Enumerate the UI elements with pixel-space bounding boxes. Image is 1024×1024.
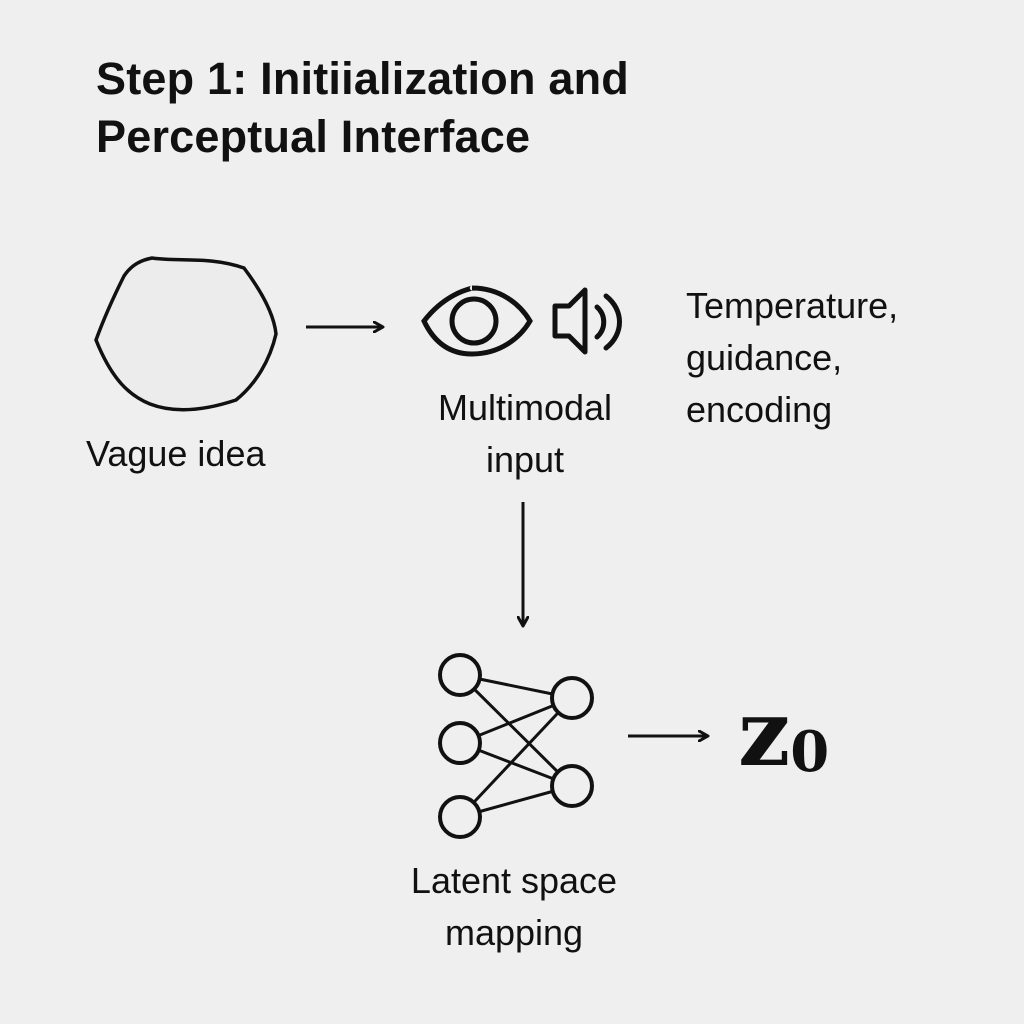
nn-input-node xyxy=(438,721,482,765)
z-symbol: z xyxy=(738,679,791,787)
title-line-2: Perceptual Interface xyxy=(96,111,531,162)
speaker-icon xyxy=(552,287,622,355)
param-guidance: guidance, xyxy=(686,337,843,378)
blob-shape-icon xyxy=(94,256,278,412)
parameters-text: Temperature, guidance, encoding xyxy=(686,280,898,436)
nn-input-node xyxy=(438,653,482,697)
multimodal-line-2: input xyxy=(485,439,565,480)
z-subscript: 0 xyxy=(790,719,830,785)
eye-icon xyxy=(421,285,533,357)
latent-space-label: Latent space mapping xyxy=(383,855,645,959)
latent-line-1: Latent space xyxy=(410,860,618,901)
multimodal-input-label: Multimodal input xyxy=(415,382,635,486)
param-encoding: encoding xyxy=(686,389,833,430)
nn-output-node xyxy=(550,676,594,720)
nn-input-node xyxy=(438,795,482,839)
nn-output-node xyxy=(550,764,594,808)
neural-network-icon xyxy=(438,653,594,839)
title-line-1: Step 1: Initiialization and xyxy=(96,53,629,104)
multimodal-line-1: Multimodal xyxy=(437,387,613,428)
vague-idea-label: Vague idea xyxy=(86,433,266,474)
z0-output: z0 xyxy=(738,678,829,807)
page-title: Step 1: Initiialization and Perceptual I… xyxy=(96,50,629,166)
latent-line-2: mapping xyxy=(444,912,584,953)
param-temperature: Temperature, xyxy=(686,285,899,326)
